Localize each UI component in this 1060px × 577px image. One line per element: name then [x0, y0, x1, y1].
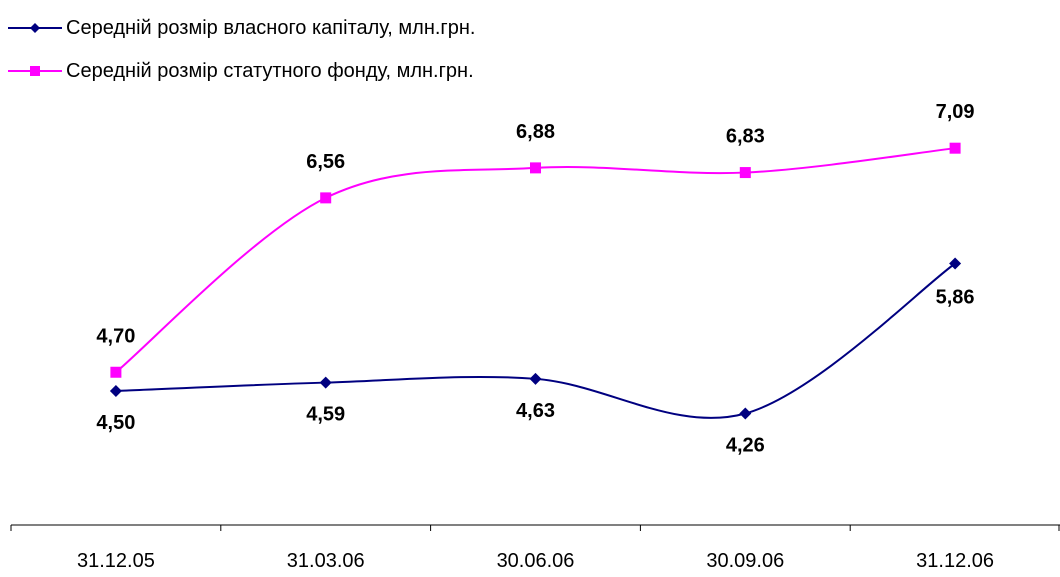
legend-item-charter-fund: Середній розмір статутного фонду, млн.гр…: [8, 58, 808, 84]
data-point-charter-fund: [530, 162, 541, 174]
legend-label-equity: Середній розмір власного капіталу, млн.г…: [66, 16, 476, 39]
data-point-equity: [739, 407, 752, 420]
x-tick-label: 30.06.06: [497, 550, 575, 572]
data-point-equity: [949, 257, 962, 270]
legend-marker-diamond-icon: [8, 23, 62, 33]
series-line-equity: [115, 262, 956, 419]
data-label-charter-fund: 7,09: [936, 101, 975, 123]
data-label-equity: 4,59: [306, 404, 345, 426]
data-point-charter-fund: [110, 366, 122, 378]
series-line-charter-fund: [115, 147, 956, 374]
data-point-equity: [319, 376, 332, 389]
legend-item-equity: Середній розмір власного капіталу, млн.г…: [8, 15, 808, 41]
data-point-equity: [529, 372, 542, 385]
legend-label-charter-fund: Середній розмір статутного фонду, млн.гр…: [66, 59, 474, 82]
data-point-charter-fund: [739, 167, 751, 179]
data-label-equity: 4,26: [726, 435, 765, 457]
data-point-equity: [109, 385, 122, 397]
data-label-charter-fund: 6,56: [306, 151, 345, 173]
x-tick-label: 31.12.06: [916, 550, 994, 572]
x-tick-label: 31.03.06: [287, 550, 365, 572]
data-point-charter-fund: [320, 192, 332, 204]
data-label-charter-fund: 4,70: [96, 325, 135, 347]
data-label-charter-fund: 6,83: [726, 126, 765, 148]
data-label-equity: 4,63: [516, 400, 555, 422]
legend-marker-square-icon: [8, 66, 62, 76]
data-label-equity: 4,50: [96, 412, 135, 434]
data-label-equity: 5,86: [936, 287, 975, 309]
x-tick-label: 31.12.05: [77, 550, 155, 572]
data-point-charter-fund: [949, 142, 961, 154]
x-tick-label: 30.09.06: [706, 550, 784, 572]
data-label-charter-fund: 6,88: [516, 121, 555, 143]
